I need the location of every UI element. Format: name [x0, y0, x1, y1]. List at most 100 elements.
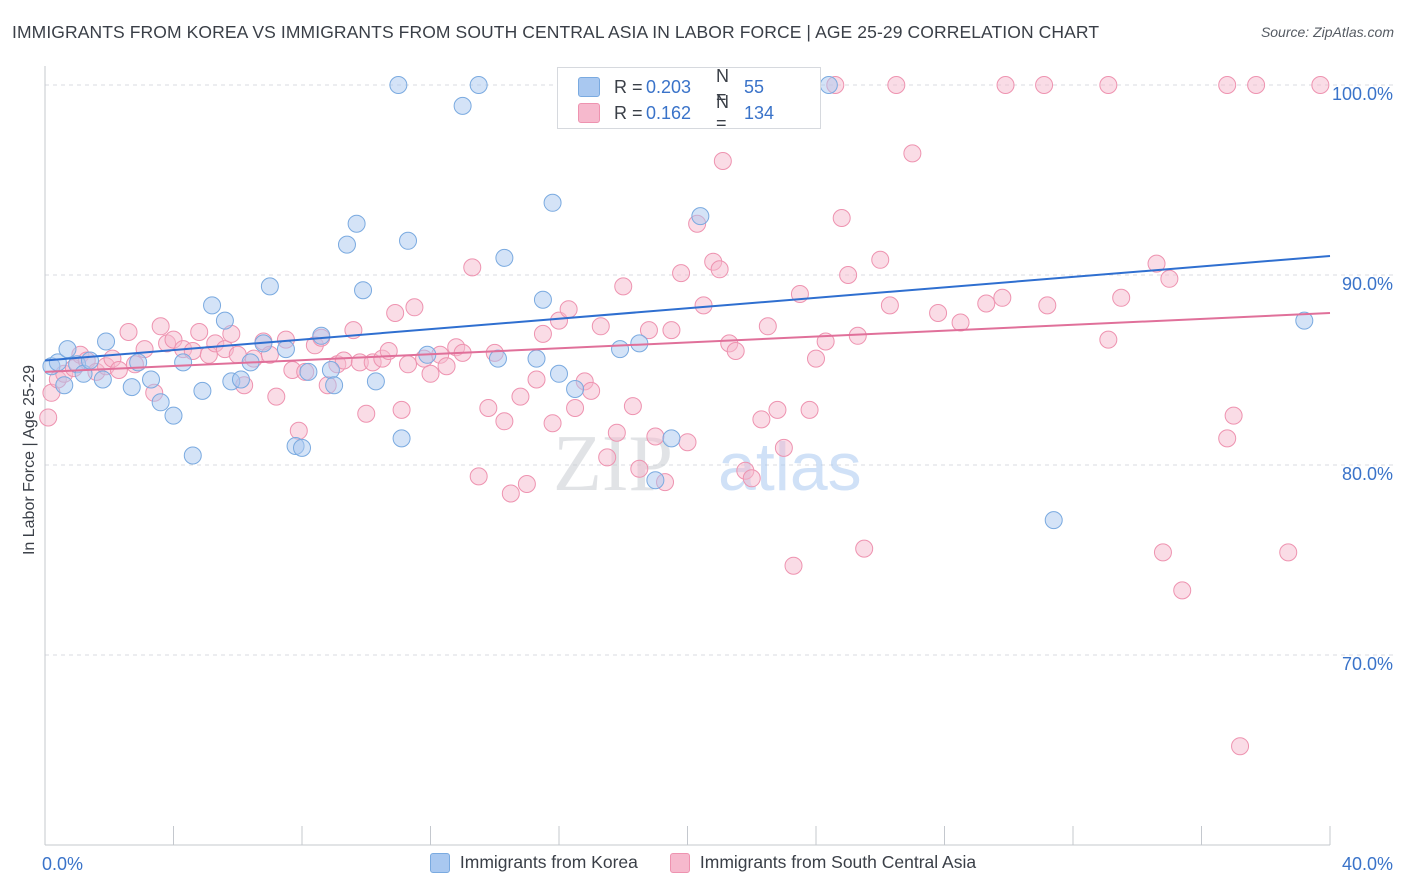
korea-point	[203, 296, 222, 315]
series-legend: Immigrants from Korea Immigrants from So…	[0, 852, 1406, 873]
korea-point	[164, 406, 183, 425]
sca-point	[591, 317, 610, 336]
sca-point	[1099, 76, 1118, 94]
x-tick-labels: 0.0% 40.0%	[42, 854, 1393, 874]
sca-point	[1099, 330, 1118, 349]
korea-point	[691, 207, 710, 226]
sca-point	[639, 321, 658, 340]
korea-point	[662, 429, 681, 448]
y-tick-label: 70.0%	[1342, 654, 1393, 674]
sca-point	[752, 410, 771, 429]
sca-point	[386, 304, 405, 322]
sca-point	[463, 258, 482, 277]
sca-point	[1147, 254, 1166, 273]
n-value: 134	[744, 102, 775, 123]
sca-swatch	[578, 103, 600, 123]
korea-point	[337, 235, 356, 254]
sca-point	[855, 539, 874, 558]
korea-point	[819, 76, 838, 94]
sca-point	[807, 349, 825, 368]
korea-point	[527, 349, 546, 368]
sca-point	[887, 76, 906, 94]
sca-point	[405, 298, 424, 317]
sca-point	[1231, 737, 1250, 756]
sca-point	[517, 475, 536, 493]
sca-point	[543, 414, 562, 433]
sca-point	[630, 459, 649, 478]
sca-point	[1038, 296, 1057, 315]
korea-point	[183, 446, 202, 465]
korea-point	[55, 376, 74, 395]
legend-row-sca: R = 0.162 N = 134	[578, 92, 784, 133]
korea-point	[93, 370, 112, 389]
sca-point	[495, 412, 514, 431]
sca-point	[672, 264, 691, 283]
sca-point	[39, 408, 58, 427]
korea-legend-swatch	[429, 852, 450, 873]
sca-point	[566, 399, 585, 417]
korea-point	[299, 362, 318, 381]
sca-point	[880, 296, 899, 315]
x-tick-label: 0.0%	[42, 854, 83, 874]
sca-point	[800, 400, 819, 419]
trend-lines	[44, 255, 1331, 373]
r-value: 0.203	[646, 76, 692, 97]
korea-point	[325, 376, 344, 395]
sca-point	[977, 294, 996, 313]
y-axis-label: In Labor Force | Age 25-29	[21, 364, 38, 556]
korea-point	[611, 340, 630, 359]
sca-point	[768, 400, 787, 419]
korea-point	[392, 429, 411, 448]
r-value: 0.162	[646, 102, 692, 123]
sca-point	[784, 556, 803, 575]
legend-item-korea: Immigrants from Korea	[429, 852, 638, 873]
sca-point	[289, 421, 308, 440]
sca-point	[839, 266, 858, 284]
sca-point	[614, 277, 633, 296]
sca-point	[392, 400, 411, 419]
source-label: Source: ZipAtlas.com	[1260, 24, 1394, 40]
sca-point	[758, 317, 777, 336]
y-axis-label-wrap: In Labor Force | Age 25-29	[18, 340, 42, 580]
sca-point	[1112, 288, 1131, 307]
sca-point	[710, 260, 729, 279]
korea-point	[488, 349, 507, 368]
sca-point	[951, 313, 970, 332]
y-tick-label: 100.0%	[1332, 84, 1393, 104]
sca-point	[694, 296, 713, 315]
sca-point	[501, 484, 520, 503]
sca-point	[399, 355, 418, 374]
korea-point	[646, 471, 665, 490]
sca-point	[119, 323, 138, 341]
sca-point	[479, 399, 498, 417]
y-tick-label: 90.0%	[1342, 274, 1393, 294]
n-label: N =	[716, 92, 729, 133]
correlation-legend: R = 0.203 N = 55 R = 0.162 N = 134	[557, 66, 821, 133]
sca-point	[662, 321, 681, 340]
korea-point	[193, 381, 212, 400]
sca-point	[190, 323, 209, 341]
sca-point	[1218, 429, 1237, 448]
korea-point	[543, 193, 562, 212]
sca-point	[151, 317, 170, 336]
sca-point	[903, 144, 922, 163]
sca-point	[598, 448, 617, 467]
korea-point	[321, 361, 340, 379]
x-tick-label: 40.0%	[1342, 854, 1393, 874]
sca-point	[1173, 581, 1192, 600]
korea-swatch	[578, 77, 600, 97]
sca-point	[871, 250, 890, 269]
sca-point	[109, 361, 128, 379]
sca-point	[1247, 76, 1266, 94]
korea-point	[80, 351, 99, 370]
korea-point	[550, 364, 568, 383]
korea-point	[142, 370, 161, 389]
sca-point	[1311, 76, 1330, 94]
korea-point	[354, 281, 373, 300]
sca-point	[533, 324, 552, 343]
sca-point	[993, 288, 1012, 307]
sca-trend-line	[44, 312, 1331, 373]
sca-point	[469, 467, 488, 486]
sca-point	[929, 304, 948, 322]
